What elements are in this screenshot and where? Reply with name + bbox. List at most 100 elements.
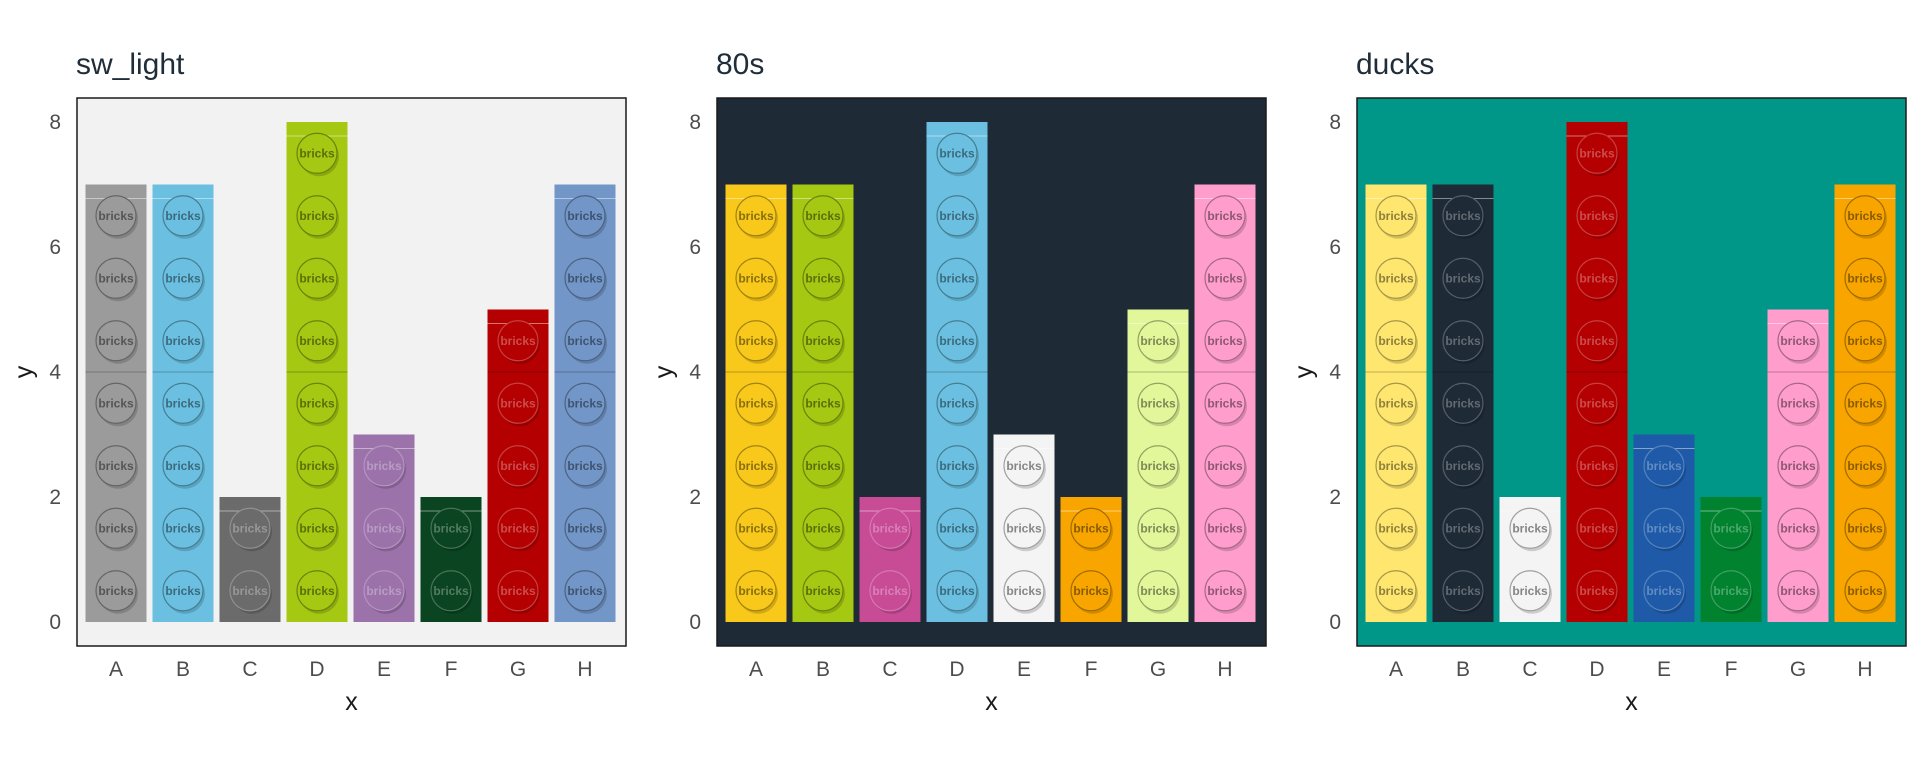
stud-circle <box>564 195 606 237</box>
stud-label: bricks <box>98 396 134 410</box>
stud-circle <box>1003 445 1045 487</box>
stud-circle <box>936 132 978 174</box>
stud-circle <box>564 570 606 612</box>
stud-circle <box>1137 507 1179 549</box>
stud-circle <box>162 445 204 487</box>
stud-circle <box>162 320 204 362</box>
stud: bricks <box>95 257 138 302</box>
stud-circle <box>936 507 978 549</box>
stud-label: bricks <box>939 396 975 410</box>
stud: bricks <box>162 382 205 427</box>
bar-D: bricks bricks bricks bricks bricks bricks bric… <box>286 122 348 622</box>
stud: bricks <box>1204 507 1247 552</box>
chart-title: sw_light <box>76 48 185 81</box>
chart-title: 80s <box>716 48 764 81</box>
stud: bricks <box>936 320 979 364</box>
stud-label: bricks <box>500 459 536 473</box>
y-tick-label: 8 <box>49 111 61 134</box>
stud: bricks <box>1710 507 1753 552</box>
stud-circle <box>1375 257 1417 299</box>
stud-label: bricks <box>1140 584 1176 598</box>
stud: bricks <box>564 382 607 427</box>
stud: bricks <box>497 507 540 552</box>
stud: bricks <box>497 570 540 614</box>
stud-circle <box>1204 195 1246 237</box>
stud-label: bricks <box>98 584 134 598</box>
x-tick-label: H <box>1857 658 1872 681</box>
y-tick-label: 4 <box>49 361 61 384</box>
stud-label: bricks <box>1579 334 1615 348</box>
stud-label: bricks <box>567 271 603 285</box>
stud: bricks <box>1204 382 1247 427</box>
stud-label: bricks <box>1847 271 1883 285</box>
stud-label: bricks <box>567 396 603 410</box>
bar-F: bricks bricks <box>1700 497 1762 622</box>
stud-circle <box>1204 570 1246 612</box>
stud-circle <box>430 570 472 612</box>
stud-label: bricks <box>1579 396 1615 410</box>
stud: bricks <box>1137 320 1180 364</box>
bar-H: bricks bricks bricks bricks bricks bricks bric… <box>1834 184 1896 622</box>
stud-circle <box>564 257 606 299</box>
stud: bricks <box>1844 195 1887 239</box>
stud-circle <box>95 445 137 487</box>
y-tick-label: 8 <box>1329 111 1341 134</box>
stud: bricks <box>1442 570 1485 614</box>
stud-label: bricks <box>1579 146 1615 160</box>
stud-circle <box>162 195 204 237</box>
stud: bricks <box>1204 445 1247 489</box>
stud-label: bricks <box>1847 459 1883 473</box>
stud: bricks <box>1375 195 1418 239</box>
stud-label: bricks <box>1713 584 1749 598</box>
x-tick-label: H <box>577 658 592 681</box>
stud-label: bricks <box>500 584 536 598</box>
x-tick-label: F <box>1725 658 1738 681</box>
stud: bricks <box>936 507 979 552</box>
stud-circle <box>162 382 204 424</box>
stud-label: bricks <box>1140 396 1176 410</box>
stud: bricks <box>564 320 607 364</box>
stud-circle <box>1777 320 1819 362</box>
stud: bricks <box>1844 382 1887 427</box>
stud-label: bricks <box>299 146 335 160</box>
stud-circle <box>162 507 204 549</box>
stud: bricks <box>1137 570 1180 614</box>
stud: bricks <box>1576 132 1619 177</box>
stud-label: bricks <box>567 209 603 223</box>
stud-label: bricks <box>1780 521 1816 535</box>
stud-circle <box>1576 320 1618 362</box>
stud: bricks <box>296 570 339 614</box>
stud-label: bricks <box>872 584 908 598</box>
stud-label: bricks <box>1378 334 1414 348</box>
stud: bricks <box>564 195 607 239</box>
stud: bricks <box>564 570 607 614</box>
stud: bricks <box>1442 445 1485 489</box>
x-tick-label: H <box>1217 658 1232 681</box>
stud-circle <box>95 507 137 549</box>
stud-label: bricks <box>1207 209 1243 223</box>
stud-circle <box>1643 445 1685 487</box>
stud: bricks <box>1442 320 1485 364</box>
stud-label: bricks <box>1445 209 1481 223</box>
stud: bricks <box>1844 257 1887 302</box>
stud-label: bricks <box>1847 521 1883 535</box>
stud-label: bricks <box>1847 209 1883 223</box>
stud-label: bricks <box>98 521 134 535</box>
stud-label: bricks <box>567 584 603 598</box>
stud-circle <box>1070 507 1112 549</box>
stud: bricks <box>869 507 912 552</box>
stud: bricks <box>229 507 272 552</box>
x-tick-label: D <box>309 658 324 681</box>
stud-circle <box>1070 570 1112 612</box>
x-tick-label: B <box>176 658 190 681</box>
stud-label: bricks <box>165 271 201 285</box>
x-tick-label: G <box>1150 658 1166 681</box>
stud-label: bricks <box>1646 459 1682 473</box>
stud: bricks <box>430 570 473 614</box>
stud-label: bricks <box>1140 334 1176 348</box>
stud-label: bricks <box>98 271 134 285</box>
stud-circle <box>296 257 338 299</box>
stud-circle <box>296 132 338 174</box>
stud-label: bricks <box>1006 459 1042 473</box>
stud-circle <box>229 507 271 549</box>
